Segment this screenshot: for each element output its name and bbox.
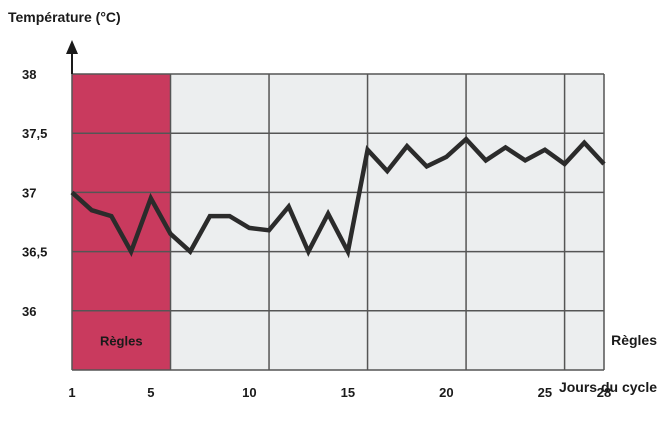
- x-axis-label: Jours du cycle: [559, 379, 657, 395]
- y-tick-label: 37: [22, 185, 36, 200]
- y-tick-label: 36: [22, 304, 36, 319]
- y-tick-label: 37,5: [22, 126, 47, 141]
- x-tick-label: 1: [68, 385, 75, 400]
- x-tick-label: 15: [341, 385, 355, 400]
- y-tick-labels: 38 37,5 37 36,5 36: [22, 67, 47, 319]
- x-tick-labels: 1 5 10 15 20 25 28: [68, 385, 611, 400]
- menses-band: [72, 74, 171, 370]
- temperature-line: [70, 135, 606, 259]
- x-tick-label: 20: [439, 385, 453, 400]
- y-tick-label: 36,5: [22, 245, 47, 260]
- y-axis-label: Température (°C): [8, 9, 121, 25]
- x-tick-label: 10: [242, 385, 256, 400]
- y-tick-label: 38: [22, 67, 36, 82]
- right-label: Règles: [611, 332, 657, 348]
- x-tick-label: 28: [597, 385, 611, 400]
- x-tick-label: 5: [147, 385, 154, 400]
- y-axis-arrow: [66, 40, 78, 54]
- menses-label: Règles: [100, 333, 143, 348]
- x-tick-label: 25: [538, 385, 552, 400]
- grid-lines: [71, 73, 605, 371]
